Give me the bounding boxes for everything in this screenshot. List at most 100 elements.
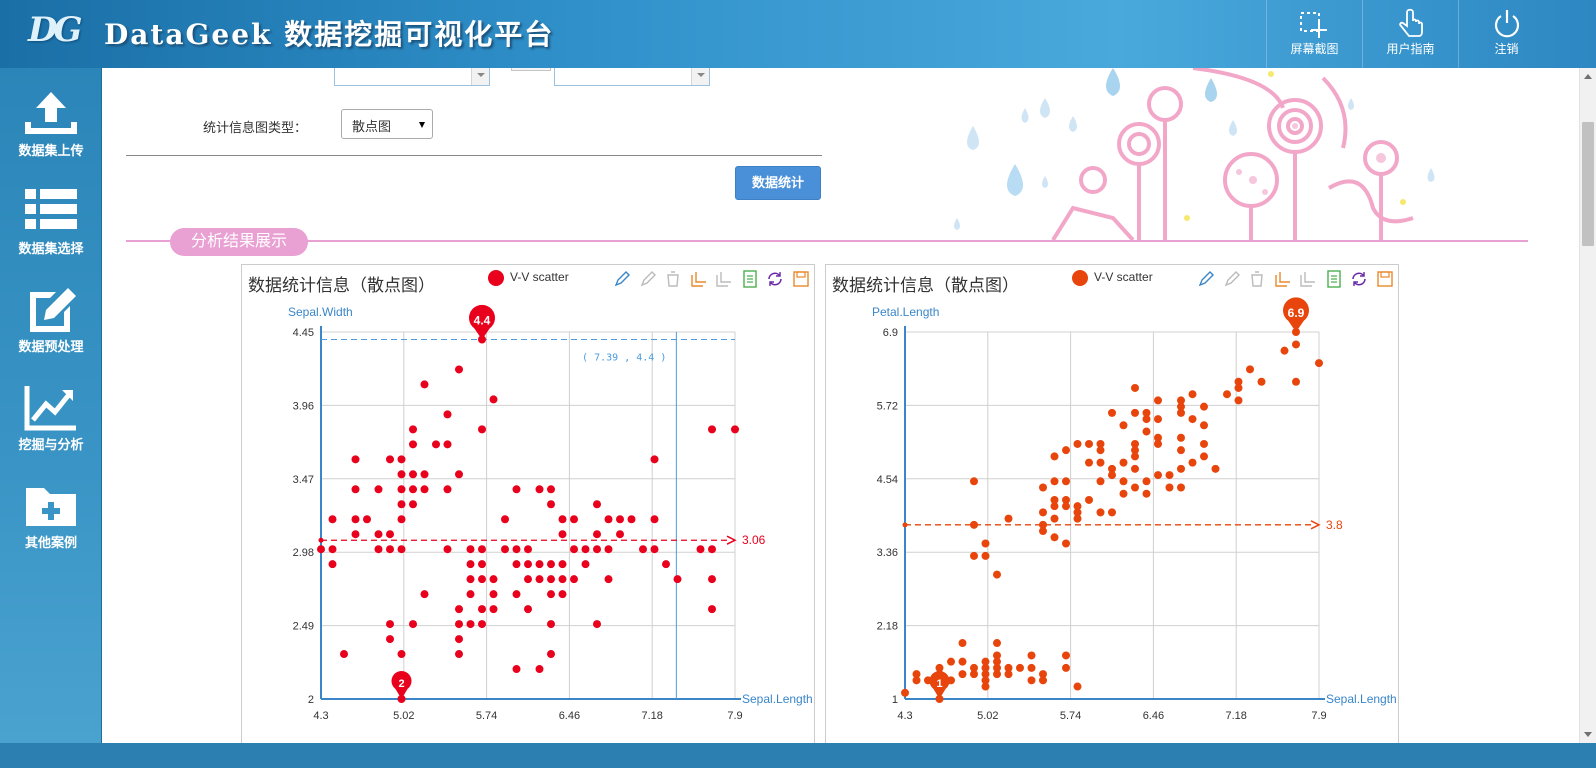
scatter-point[interactable] (1027, 676, 1036, 685)
zoom-reset-icon[interactable] (714, 269, 734, 289)
attribute-x-select[interactable] (334, 68, 490, 86)
scatter-point[interactable] (1062, 495, 1070, 504)
scatter-point[interactable] (662, 560, 670, 569)
scatter-point[interactable] (673, 575, 682, 584)
scatter-point[interactable] (386, 545, 394, 554)
scatter-point[interactable] (1039, 527, 1047, 536)
scatter-point[interactable] (1142, 489, 1151, 498)
scatter-point[interactable] (524, 575, 532, 584)
scatter-point[interactable] (1039, 508, 1047, 517)
scatter-point[interactable] (1062, 651, 1070, 660)
scatter-point[interactable] (409, 500, 417, 509)
sidebar-item-other-cases[interactable]: 其他案例 (0, 468, 102, 560)
scatter-point[interactable] (397, 650, 406, 659)
scatter-point[interactable] (547, 560, 555, 569)
scatter-point[interactable] (1280, 346, 1289, 355)
scatter-point[interactable] (535, 575, 544, 584)
scatter-point[interactable] (535, 560, 544, 569)
scatter-point[interactable] (708, 605, 716, 614)
scatter-point[interactable] (351, 455, 360, 464)
scatter-point[interactable] (1073, 514, 1082, 523)
mark-undo-icon[interactable] (1222, 269, 1242, 289)
scatter-point[interactable] (374, 530, 383, 539)
scatter-point[interactable] (958, 657, 967, 666)
scatter-point[interactable] (604, 515, 613, 524)
scatter-point[interactable] (1096, 458, 1105, 467)
mark-undo-icon[interactable] (638, 269, 658, 289)
scatter-point[interactable] (1050, 495, 1059, 504)
scatter-point[interactable] (328, 560, 337, 569)
scatter-point[interactable] (397, 485, 406, 494)
scatter-point[interactable] (1096, 439, 1105, 448)
scatter-point[interactable] (1200, 452, 1208, 461)
scatter-point[interactable] (420, 470, 429, 479)
scatter-point[interactable] (1131, 464, 1139, 473)
scatter-point[interactable] (489, 590, 498, 599)
scatter-point[interactable] (1154, 439, 1162, 448)
scatter-point[interactable] (650, 545, 659, 554)
scatter-point[interactable] (696, 545, 705, 554)
scatter-point[interactable] (1142, 427, 1151, 436)
scatter-point[interactable] (1050, 452, 1059, 461)
scatter-point[interactable] (616, 530, 624, 539)
save-image-icon[interactable] (1375, 269, 1395, 289)
sidebar-item-mining[interactable]: 挖掘与分析 (0, 370, 102, 462)
scatter-point[interactable] (340, 650, 348, 659)
scatter-point[interactable] (1211, 464, 1220, 473)
scatter-point[interactable] (478, 620, 486, 629)
scatter-point[interactable] (593, 530, 601, 539)
scatter-point[interactable] (947, 657, 955, 666)
scatter-point[interactable] (570, 515, 578, 524)
zoom-icon[interactable] (1273, 269, 1293, 289)
scatter-point[interactable] (1154, 471, 1162, 480)
scroll-down-icon[interactable] (1584, 732, 1592, 737)
scatter-point[interactable] (981, 539, 990, 548)
scatter-chart[interactable]: 4.3 5.02 5.74 6.46 7.18 7.9 2 2.49 2.98 3.47 3.96 4… (242, 265, 816, 743)
mark-icon[interactable] (612, 269, 632, 289)
scatter-point[interactable] (1016, 663, 1024, 672)
scatter-point[interactable] (993, 663, 1001, 672)
scatter-point[interactable] (570, 575, 578, 584)
scatter-point[interactable] (1223, 390, 1231, 399)
scatter-point[interactable] (501, 545, 509, 554)
scatter-point[interactable] (970, 670, 978, 679)
scatter-point[interactable] (1234, 396, 1243, 405)
scatter-point[interactable] (466, 560, 475, 569)
scatter-point[interactable] (1165, 471, 1174, 480)
scatter-point[interactable] (981, 670, 990, 679)
scatter-point[interactable] (1131, 452, 1139, 461)
sidebar-item-preprocess[interactable]: 数据预处理 (0, 272, 102, 364)
scatter-point[interactable] (409, 485, 417, 494)
scatter-point[interactable] (328, 545, 337, 554)
scatter-point[interactable] (1142, 408, 1151, 417)
scatter-point[interactable] (1154, 433, 1162, 442)
scatter-point[interactable] (1188, 458, 1197, 467)
legend-label[interactable]: V-V scatter (1094, 270, 1153, 284)
scatter-point[interactable] (1027, 651, 1036, 660)
scatter-point[interactable] (1188, 415, 1197, 424)
scatter-point[interactable] (547, 500, 555, 509)
scatter-point[interactable] (443, 410, 452, 419)
scatter-point[interactable] (409, 425, 417, 434)
scatter-point[interactable] (386, 455, 394, 464)
min-marker[interactable] (929, 671, 950, 699)
scatter-point[interactable] (1039, 670, 1047, 679)
scatter-point[interactable] (1177, 433, 1185, 442)
scatter-point[interactable] (478, 575, 486, 584)
scatter-point[interactable] (420, 380, 429, 389)
scatter-point[interactable] (1050, 533, 1059, 542)
scatter-point[interactable] (317, 545, 325, 554)
scatter-point[interactable] (1108, 508, 1116, 517)
page-scrollbar[interactable] (1579, 68, 1596, 743)
scatter-point[interactable] (558, 530, 567, 539)
scatter-point[interactable] (547, 620, 555, 629)
logout-button[interactable]: 注销 (1458, 0, 1554, 68)
legend-marker[interactable] (1072, 270, 1088, 286)
scatter-point[interactable] (432, 440, 440, 449)
scatter-point[interactable] (1062, 477, 1070, 486)
scatter-point[interactable] (593, 500, 601, 509)
scatter-point[interactable] (547, 575, 555, 584)
sidebar-item-upload[interactable]: 数据集上传 (0, 76, 102, 168)
scatter-point[interactable] (1177, 402, 1185, 411)
scatter-point[interactable] (1177, 483, 1185, 492)
